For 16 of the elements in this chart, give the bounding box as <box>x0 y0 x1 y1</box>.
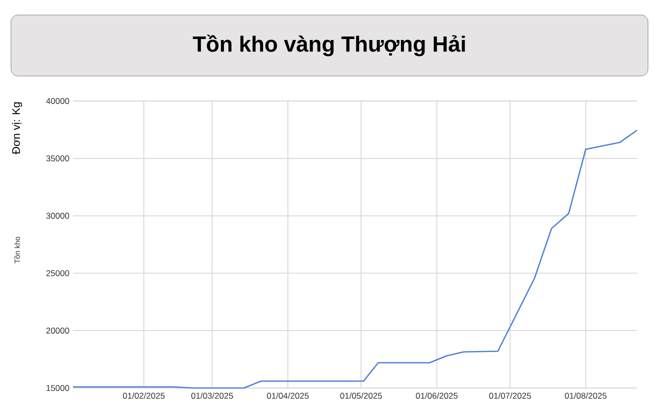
y-tick-label: 25000 <box>46 270 70 276</box>
x-tick-label: 01/08/2025 <box>564 392 607 399</box>
y-tick-label: 15000 <box>46 385 70 391</box>
y-tick-label: 40000 <box>46 98 70 104</box>
y-tick-label: 30000 <box>46 212 70 219</box>
line-series <box>72 130 638 389</box>
y-tick-label: 35000 <box>46 155 70 162</box>
x-tick-label: 01/07/2025 <box>489 392 531 399</box>
x-tick-label: 01/06/2025 <box>416 392 458 399</box>
text: Đơn vị: Kg <box>12 102 22 154</box>
x-tick-label: 01/02/2025 <box>122 392 165 399</box>
chart-title: Tồn kho vàng Thượng Hải <box>192 34 465 56</box>
x-tick-label: 01/05/2025 <box>340 392 382 399</box>
x-tick-label: 01/04/2025 <box>266 392 309 399</box>
y-tick-label: 20000 <box>46 328 70 334</box>
x-tick-label: 01/03/2025 <box>191 392 234 399</box>
